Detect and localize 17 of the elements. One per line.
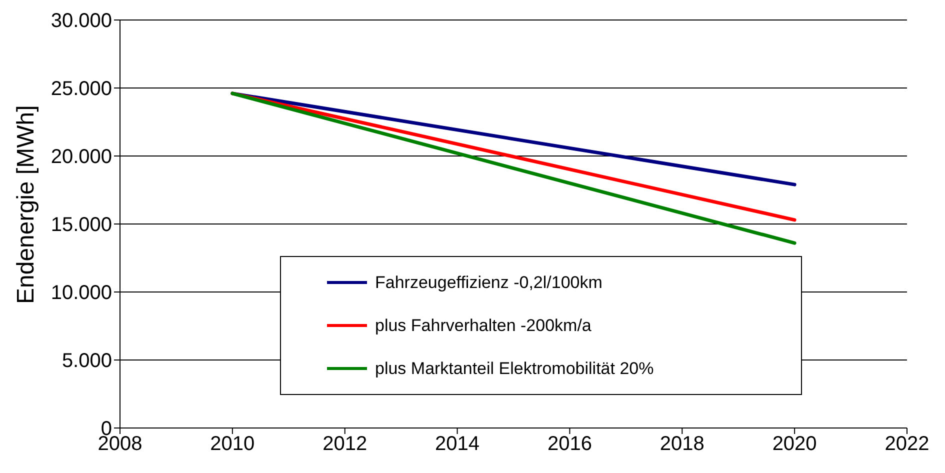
x-tick-label: 2018	[660, 433, 704, 456]
legend-label: plus Marktanteil Elektromobilität 20%	[375, 358, 654, 378]
x-tick-label: 2022	[884, 433, 930, 456]
x-tick-label: 2014	[435, 433, 480, 456]
x-tick-label: 2020	[772, 433, 817, 456]
y-tick-label: 10.000	[50, 282, 112, 304]
y-tick-label: 15.000	[50, 214, 112, 236]
y-tick-label: 25.000	[50, 78, 112, 100]
y-tick-label: 20.000	[50, 146, 112, 168]
y-tick-label: 30.000	[50, 10, 112, 32]
x-tick-label: 2010	[210, 433, 255, 456]
x-tick-label: 2012	[322, 433, 368, 456]
legend-label: Fahrzeugeffizienz -0,2l/100km	[375, 272, 602, 292]
y-axis-title: Endenergie [MWh]	[12, 105, 40, 304]
y-tick-label: 5.000	[62, 350, 112, 372]
x-tick-label: 2016	[547, 433, 592, 456]
legend-label: plus Fahrverhalten -200km/a	[375, 316, 592, 336]
